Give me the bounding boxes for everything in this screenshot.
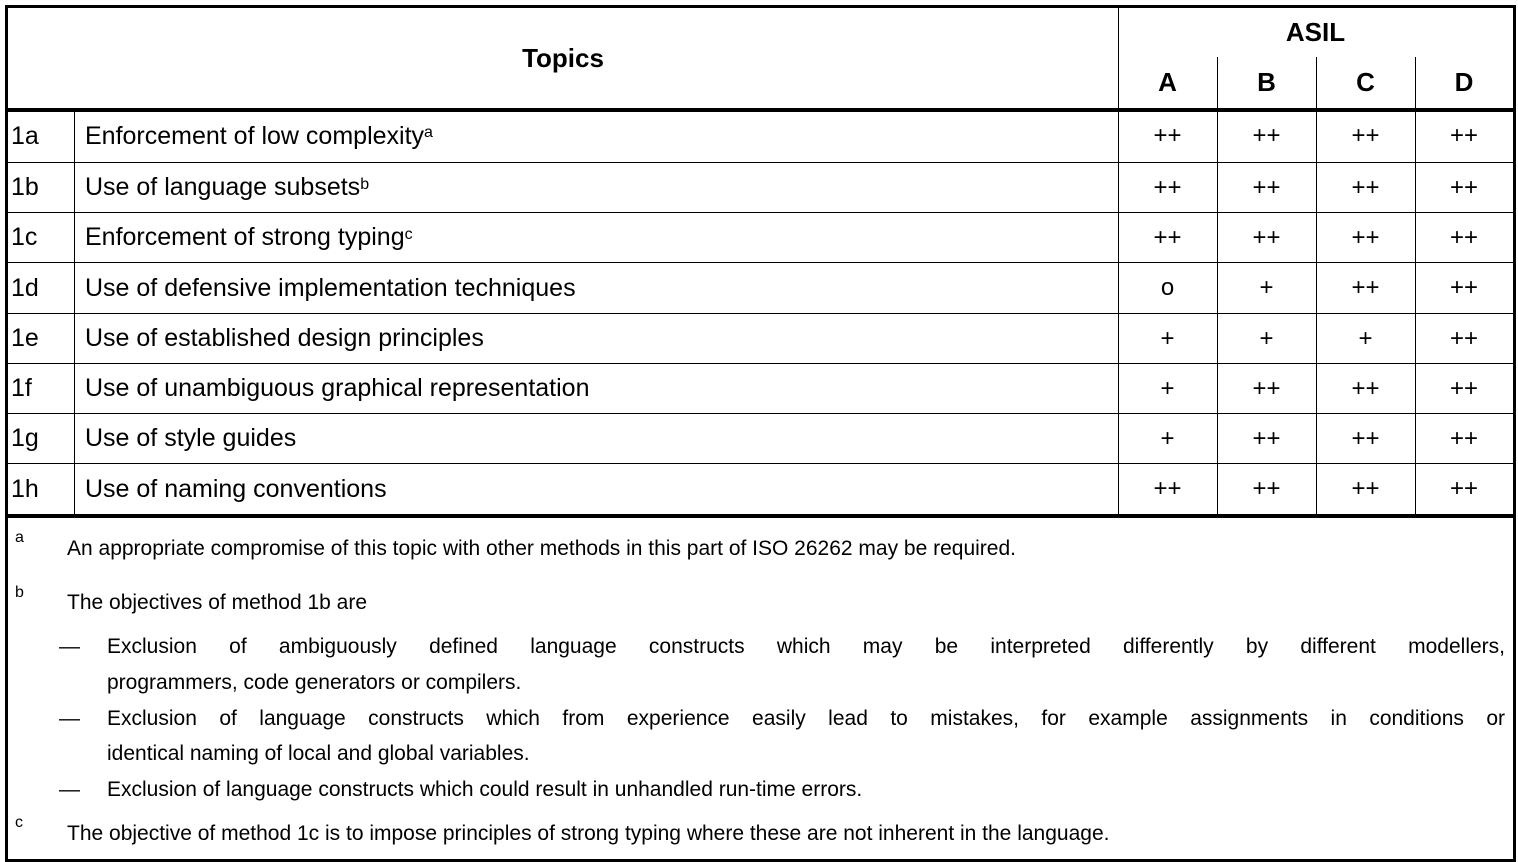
asil-c-header: C bbox=[1356, 67, 1375, 97]
row-id: 1e bbox=[11, 324, 39, 352]
topics-header: Topics bbox=[522, 42, 604, 73]
topic-label: Use of language subsets bbox=[85, 173, 361, 201]
asil-rating: ++ bbox=[1153, 223, 1182, 251]
footnote-b-text: The objectives of method 1b are bbox=[67, 591, 368, 614]
asil-rating: + bbox=[1160, 374, 1175, 402]
asil-rating: + bbox=[1259, 274, 1274, 301]
asil-b-header: B bbox=[1257, 67, 1276, 97]
topic-label: Use of unambiguous graphical representat… bbox=[85, 374, 590, 402]
asil-rating: ++ bbox=[1449, 173, 1479, 201]
asil-rating: ++ bbox=[1153, 173, 1182, 201]
footnote-b-item-3: Exclusion of language constructs which c… bbox=[107, 778, 863, 801]
row-topic: Enforcement of strong typing c bbox=[85, 223, 413, 251]
asil-rating: ++ bbox=[1153, 475, 1182, 502]
row-topic: Use of established design principles bbox=[85, 314, 1115, 363]
asil-rating: ++ bbox=[1252, 424, 1281, 452]
asil-rating: ++ bbox=[1449, 374, 1479, 402]
header-divider bbox=[8, 108, 1513, 112]
asil-rating: ++ bbox=[1252, 122, 1281, 149]
row-divider bbox=[8, 212, 1513, 213]
topic-label: Use of naming conventions bbox=[85, 474, 387, 503]
list-dash: — bbox=[59, 707, 80, 730]
asil-rating: ++ bbox=[1449, 424, 1479, 452]
asil-rating: ++ bbox=[1252, 475, 1281, 502]
asil-a-header: A bbox=[1158, 67, 1177, 97]
asil-d-header: D bbox=[1454, 67, 1474, 97]
row-divider bbox=[8, 162, 1513, 163]
asil-rating: ++ bbox=[1351, 122, 1380, 149]
asil-rating: ++ bbox=[1449, 122, 1479, 149]
requirements-table: Topics ASIL A B C D 1a Enforcement of low… bbox=[5, 5, 1516, 862]
row-topic: Use of style guides bbox=[85, 414, 1115, 463]
row-divider bbox=[8, 363, 1513, 364]
footnote-b-item-2-line-2: identical naming of local and global var… bbox=[107, 742, 530, 765]
asil-rating: ++ bbox=[1449, 274, 1479, 301]
asil-rating: ++ bbox=[1351, 274, 1380, 301]
asil-rating: + bbox=[1160, 324, 1175, 352]
footnote-c-text: The objective of method 1c is to impose … bbox=[67, 822, 1110, 845]
row-id: 1d bbox=[11, 273, 39, 302]
row-topic: Use of unambiguous graphical representat… bbox=[85, 364, 1115, 413]
row-id: 1f bbox=[11, 374, 32, 402]
asil-rating: ++ bbox=[1252, 223, 1281, 251]
footnote-b-mark: b bbox=[15, 584, 24, 601]
topic-label: Enforcement of strong typing bbox=[85, 223, 405, 251]
row-topic: Use of defensive implementation techniqu… bbox=[85, 263, 1115, 313]
row-id: 1a bbox=[11, 121, 39, 150]
asil-rating: ++ bbox=[1153, 122, 1182, 149]
asil-rating: ++ bbox=[1449, 223, 1479, 251]
asil-rating: ++ bbox=[1351, 223, 1380, 251]
list-dash: — bbox=[59, 778, 80, 801]
divider bbox=[1415, 57, 1416, 516]
footnote-b-item-1-line-2: programmers, code generators or compiler… bbox=[107, 671, 522, 694]
row-id: 1b bbox=[11, 173, 39, 201]
asil-rating: ++ bbox=[1252, 374, 1281, 402]
asil-rating: o bbox=[1160, 274, 1175, 301]
footnote-c-mark: c bbox=[15, 814, 23, 831]
asil-rating: ++ bbox=[1252, 173, 1281, 201]
topic-label: Enforcement of low complexity bbox=[85, 121, 425, 150]
footnote-a-text: An appropriate compromise of this topic … bbox=[67, 537, 1016, 560]
list-dash: — bbox=[59, 635, 80, 658]
topic-label: Use of established design principles bbox=[85, 324, 484, 352]
row-topic: Enforcement of low complexity a bbox=[85, 121, 433, 150]
divider bbox=[1217, 57, 1218, 516]
row-topic: Use of naming conventions bbox=[85, 464, 1115, 514]
asil-rating: ++ bbox=[1351, 475, 1380, 502]
footnote-a-mark: a bbox=[15, 529, 24, 546]
footnote-divider bbox=[8, 514, 1513, 518]
asil-header: ASIL bbox=[1285, 16, 1346, 47]
footnote-b-item-2-line-1: Exclusion of language constructs which f… bbox=[107, 707, 1505, 730]
asil-rating: ++ bbox=[1351, 424, 1380, 452]
row-divider bbox=[8, 463, 1513, 464]
row-divider bbox=[8, 313, 1513, 314]
asil-rating: ++ bbox=[1449, 324, 1479, 352]
asil-rating: ++ bbox=[1351, 374, 1380, 402]
footnote-b-item-1-line-1: Exclusion of ambiguously defined languag… bbox=[107, 635, 1505, 658]
row-id: 1c bbox=[11, 223, 38, 251]
asil-rating: ++ bbox=[1351, 173, 1380, 201]
row-id: 1g bbox=[11, 424, 39, 452]
row-topic: Use of language subsets b bbox=[85, 173, 370, 201]
row-id: 1h bbox=[11, 474, 39, 503]
asil-rating: + bbox=[1160, 424, 1175, 452]
divider bbox=[1316, 57, 1317, 516]
asil-rating: + bbox=[1358, 324, 1373, 352]
row-divider bbox=[8, 262, 1513, 263]
asil-rating: ++ bbox=[1449, 475, 1479, 502]
topic-label: Use of defensive implementation techniqu… bbox=[85, 273, 576, 302]
asil-rating: + bbox=[1259, 324, 1274, 352]
row-divider bbox=[8, 413, 1513, 414]
topic-label: Use of style guides bbox=[85, 424, 297, 452]
